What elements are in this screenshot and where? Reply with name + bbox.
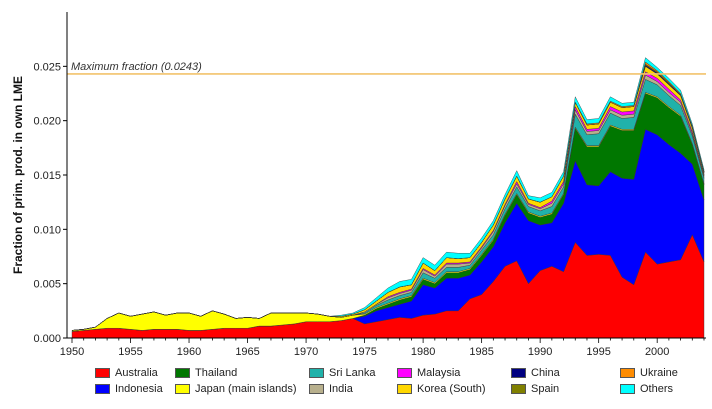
legend-swatch <box>95 384 110 394</box>
legend-swatch <box>620 368 635 378</box>
legend-swatch <box>175 368 190 378</box>
legend-label: Japan (main islands) <box>195 383 297 395</box>
axes: 0.000 0.005 0.010 0.015 0.020 0.025 1950 1955 19… <box>33 12 706 358</box>
legend-swatch <box>175 384 190 394</box>
legend-label: Ukraine <box>640 367 678 379</box>
legend-item-india: India <box>309 382 353 396</box>
legend-label: Others <box>640 383 674 395</box>
legend-swatch <box>511 384 526 394</box>
legend-label: India <box>329 383 353 395</box>
y-tick-label: 0.010 <box>33 224 61 236</box>
legend-swatch <box>95 368 110 378</box>
x-tick-label: 1970 <box>294 346 318 358</box>
legend-swatch <box>397 368 412 378</box>
y-axis-title: Fraction of prim. prod. in own LME <box>11 76 25 274</box>
legend-item-china: China <box>511 366 560 380</box>
legend-swatch <box>511 368 526 378</box>
x-tick-label: 1960 <box>177 346 201 358</box>
y-tick-label: 0.000 <box>33 333 61 345</box>
legend-label: Thailand <box>195 367 238 379</box>
x-tick-label: 1965 <box>235 346 259 358</box>
x-tick-label: 1950 <box>60 346 84 358</box>
area-others <box>71 57 705 331</box>
x-tick-label: 2000 <box>645 346 669 358</box>
x-tick-label: 1995 <box>586 346 610 358</box>
legend-item-sri-lanka: Sri Lanka <box>309 366 375 380</box>
legend: Australia Indonesia Thailand Japan (main is… <box>95 366 695 406</box>
legend-label: Sri Lanka <box>329 367 376 379</box>
x-tick-label: 1975 <box>352 346 376 358</box>
x-tick-label: 1985 <box>469 346 493 358</box>
legend-item-japan-main-islands: Japan (main islands) <box>175 382 297 396</box>
legend-swatch <box>620 384 635 394</box>
y-tick-label: 0.015 <box>33 170 61 182</box>
legend-swatch <box>309 384 324 394</box>
legend-item-ukraine: Ukraine <box>620 366 678 380</box>
legend-swatch <box>397 384 412 394</box>
maximum-fraction-label: Maximum fraction (0.0243) <box>71 61 202 73</box>
legend-item-korea-south: Korea (South) <box>397 382 485 396</box>
legend-item-malaysia: Malaysia <box>397 366 460 380</box>
legend-item-spain: Spain <box>511 382 559 396</box>
legend-item-indonesia: Indonesia <box>95 382 163 396</box>
y-tick-label: 0.020 <box>33 116 61 128</box>
y-tick-label: 0.025 <box>33 61 61 73</box>
legend-label: Spain <box>531 383 560 395</box>
legend-item-australia: Australia <box>95 366 158 380</box>
x-tick-label: 1955 <box>118 346 142 358</box>
legend-label: Indonesia <box>115 383 163 395</box>
legend-label: China <box>531 367 560 379</box>
legend-item-others: Others <box>620 382 673 396</box>
legend-label: Malaysia <box>417 367 461 379</box>
legend-swatch <box>309 368 324 378</box>
legend-item-thailand: Thailand <box>175 366 237 380</box>
x-tick-label: 1980 <box>411 346 435 358</box>
x-tick-label: 1990 <box>528 346 552 358</box>
area-layers <box>71 57 705 339</box>
y-tick-label: 0.005 <box>33 279 61 291</box>
legend-label: Korea (South) <box>417 383 486 395</box>
legend-label: Australia <box>115 367 158 379</box>
